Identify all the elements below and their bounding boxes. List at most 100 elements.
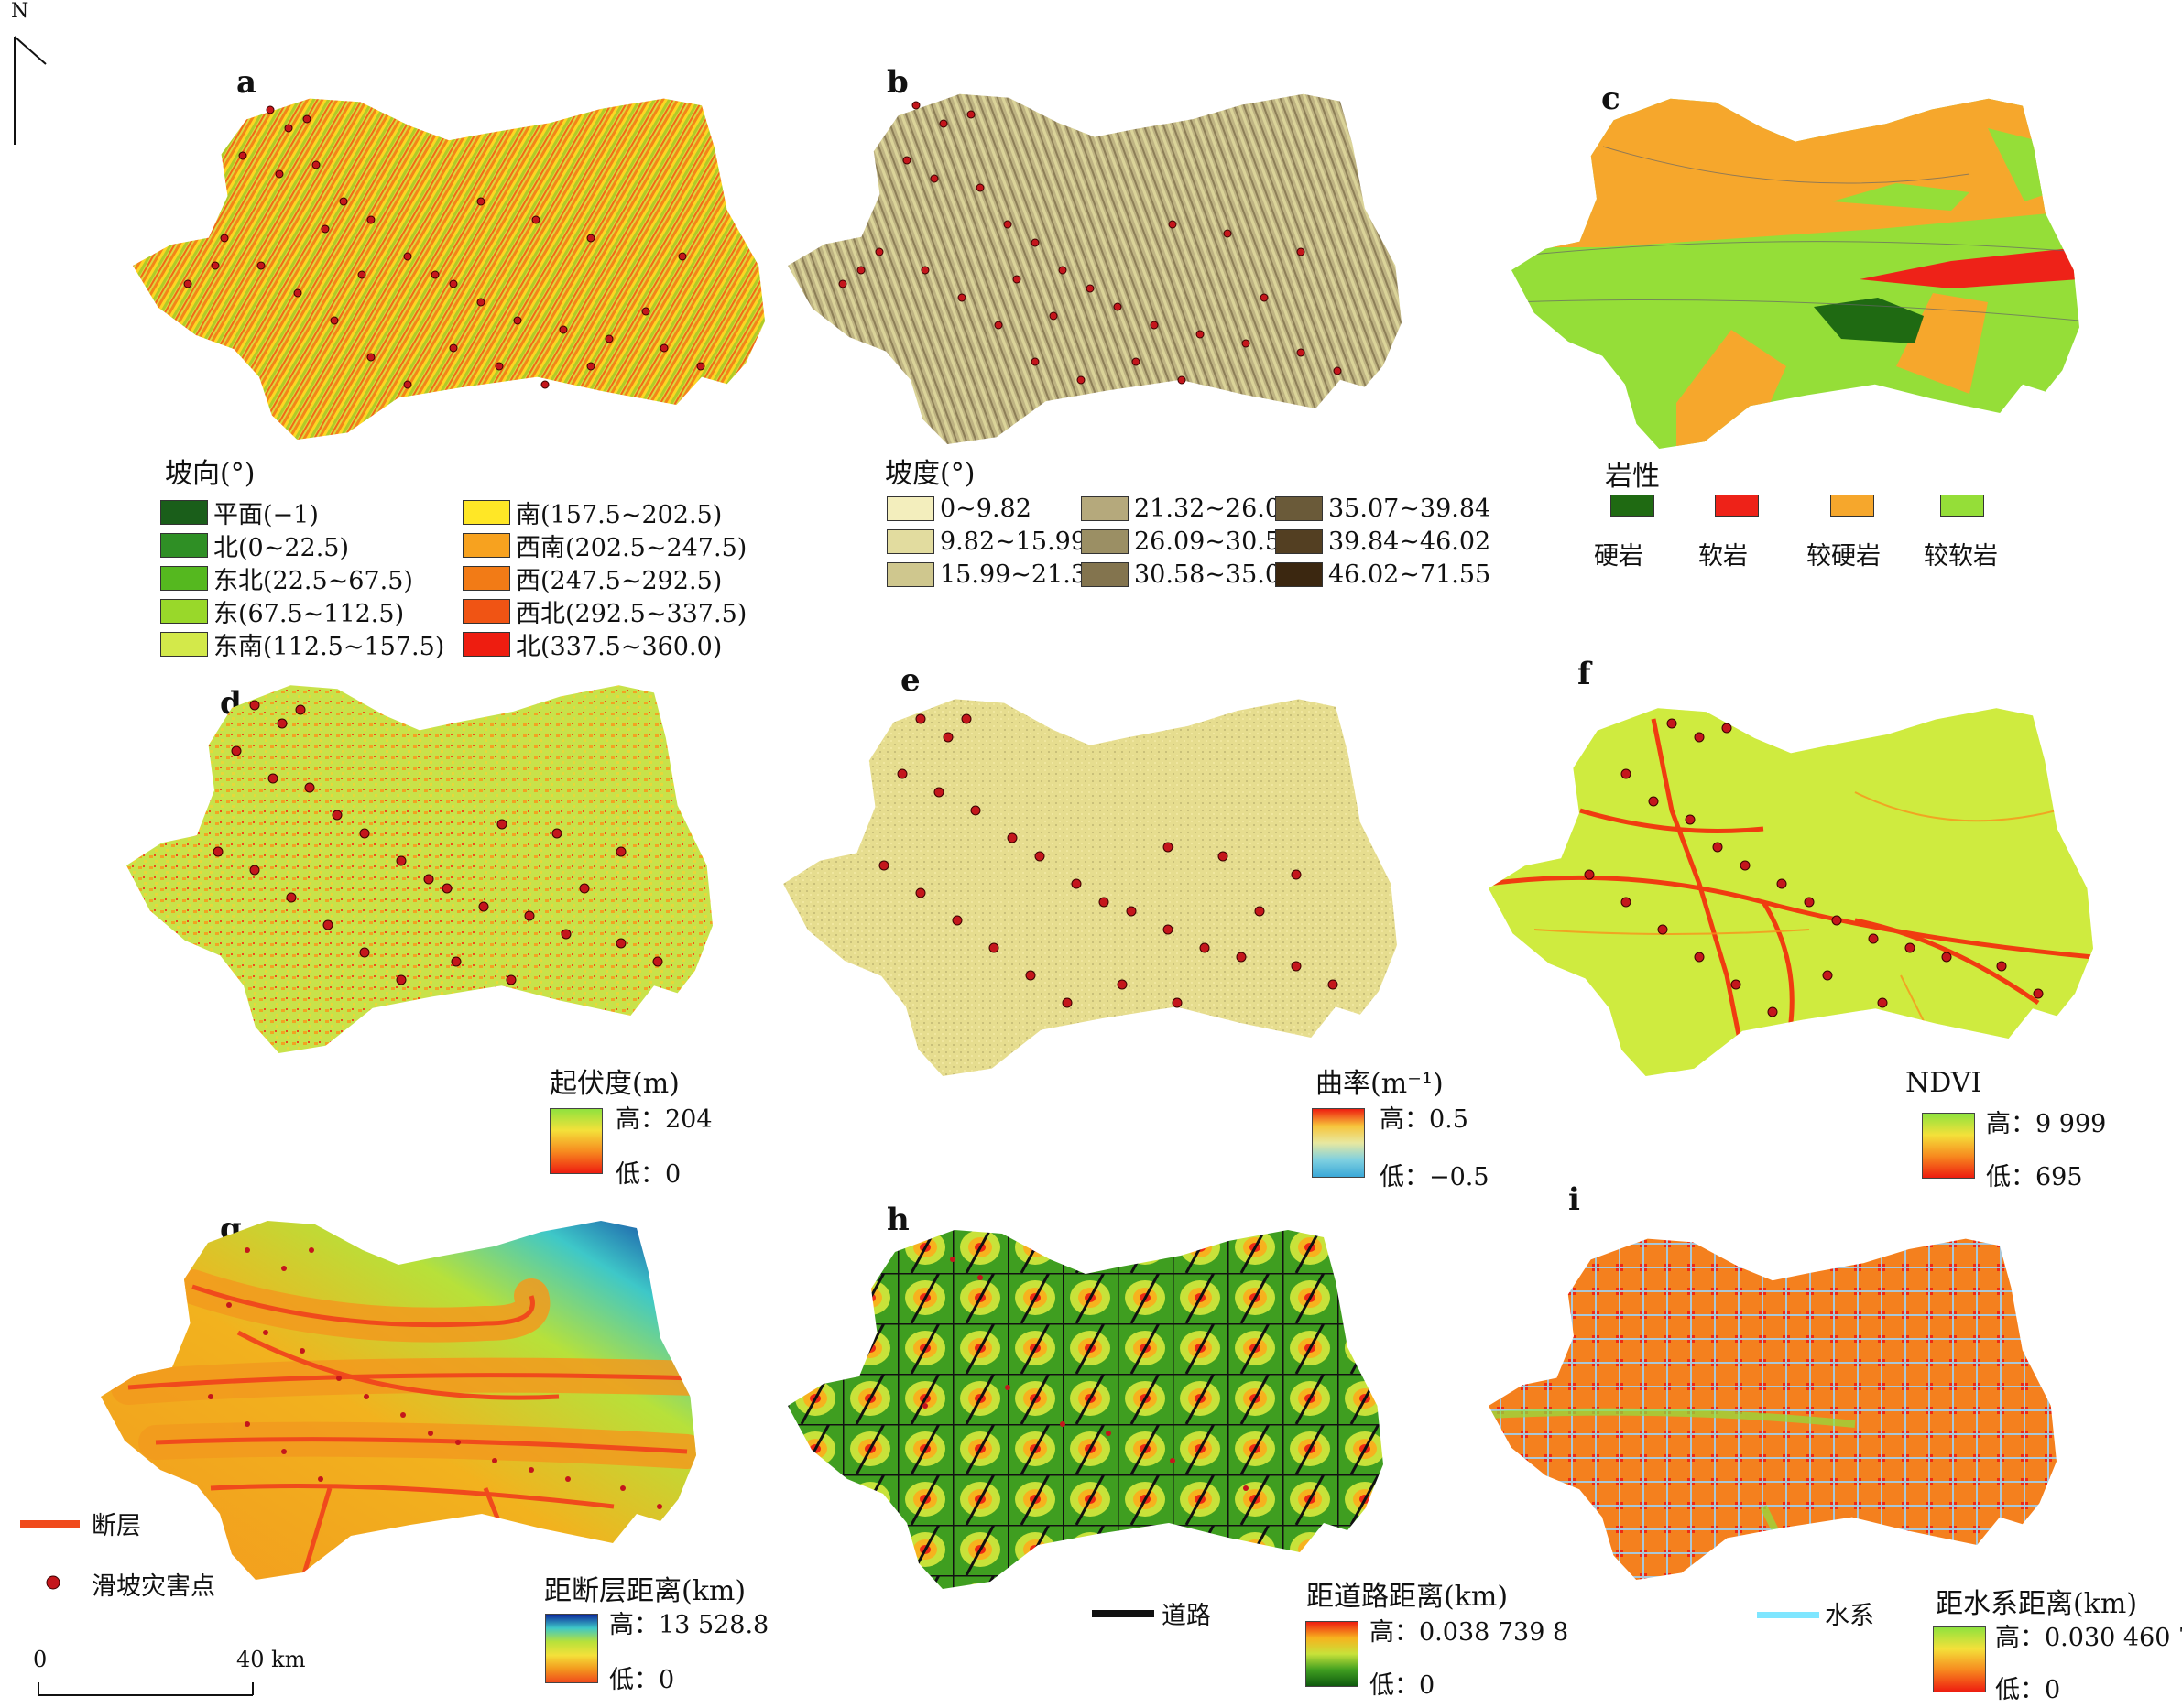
panel-e-map	[783, 699, 1397, 1076]
landslide-points-d	[213, 700, 663, 985]
legend-b-item-3: 21.32~26.09	[1081, 495, 1296, 523]
legend-a-item-4: 东南(112.5~157.5)	[160, 626, 444, 662]
legend-a-swatch-4	[160, 632, 208, 657]
fault-distance-low-label: 低：0	[609, 1666, 675, 1694]
legend-b-label-4: 26.09~30.58	[1134, 528, 1297, 556]
legend-a-swatch-7	[463, 566, 510, 591]
lithology-soft-rock	[1860, 247, 2079, 288]
landslide-legend-icon	[46, 1575, 60, 1590]
legend-a-item-6: 西南(202.5~247.5)	[463, 528, 747, 563]
legend-b-label-5: 30.58~35.07	[1134, 560, 1297, 589]
ndvi-color-ramp	[1922, 1113, 1975, 1179]
panel-c-letter: c	[1601, 81, 1620, 117]
panel-d-map	[126, 685, 713, 1053]
legend-c-label-2: 较硬岩	[1806, 542, 1881, 571]
legend-a-label-4: 东南(112.5~157.5)	[213, 633, 445, 661]
river-distance-high-label: 高：0.030 460 7	[1995, 1624, 2182, 1652]
legend-b-item-4: 26.09~30.58	[1081, 528, 1296, 556]
panel-e-legend-title: 曲率(m⁻¹)	[1315, 1068, 1444, 1100]
landslide-points-h	[922, 1257, 1249, 1491]
legend-b-swatch-2	[887, 562, 934, 587]
panel-a-letter: a	[236, 64, 257, 101]
ndvi-low-label: 低：695	[1986, 1163, 2083, 1191]
panel-i-letter: i	[1568, 1181, 1580, 1218]
panel-h-map	[788, 1230, 1383, 1589]
legend-a-swatch-0	[160, 500, 208, 525]
road-distance-high-label: 高：0.038 739 8	[1369, 1618, 1569, 1647]
legend-a-item-1: 北(0~22.5)	[160, 528, 349, 563]
panel-i-map	[1489, 1238, 2057, 1580]
legend-a-item-0: 平面(−1)	[160, 495, 319, 530]
panel-h-legend-title: 距道路距离(km)	[1306, 1581, 1509, 1613]
panel-c-legend-title: 岩性	[1605, 461, 1660, 493]
river-distance-low-label: 低：0	[1995, 1676, 2061, 1704]
legend-a-item-9: 北(337.5~360.0)	[463, 626, 722, 662]
landslide-points-e	[878, 713, 1338, 1008]
legend-a-item-5: 南(157.5~202.5)	[463, 495, 722, 530]
panel-c-map	[1511, 98, 2079, 449]
relief-high-label: 高：204	[616, 1105, 713, 1134]
panel-i-legend-title: 距水系距离(km)	[1936, 1588, 2138, 1620]
legend-b-label-1: 9.82~15.99	[940, 528, 1087, 556]
legend-b-swatch-7	[1275, 529, 1323, 554]
river-legend-line	[1757, 1612, 1819, 1618]
legend-c-swatch-1	[1715, 495, 1759, 517]
curvature-raster	[783, 699, 1397, 1076]
north-arrow-icon	[14, 36, 47, 145]
north-label: N	[11, 0, 29, 23]
scale-bar	[38, 1682, 254, 1696]
legend-b-item-6: 35.07~39.84	[1275, 495, 1490, 523]
lithology-hard-rock	[1814, 298, 1924, 343]
legend-b-item-1: 9.82~15.99	[887, 528, 1086, 556]
curvature-high-label: 高：0.5	[1380, 1105, 1468, 1134]
legend-b-swatch-0	[887, 496, 934, 521]
landslide-points-b	[838, 101, 1342, 385]
panel-f-legend-title: NDVI	[1905, 1067, 1982, 1099]
road-legend-label: 道路	[1162, 1602, 1211, 1630]
road-distance-color-ramp	[1305, 1621, 1358, 1687]
fault-distance-color-ramp	[545, 1614, 598, 1683]
legend-b-swatch-8	[1275, 562, 1323, 587]
relief-low-label: 低：0	[616, 1160, 682, 1189]
legend-b-label-6: 35.07~39.84	[1328, 495, 1491, 523]
panel-g-legend-title: 距断层距离(km)	[544, 1575, 747, 1607]
legend-a-label-7: 西(247.5~292.5)	[516, 567, 723, 595]
panel-a-map	[133, 98, 765, 440]
panel-d-legend-title: 起伏度(m)	[550, 1068, 680, 1100]
legend-b-item-2: 15.99~21.32	[887, 560, 1102, 589]
legend-a-swatch-2	[160, 566, 208, 591]
legend-c-label-0: 硬岩	[1594, 542, 1643, 571]
legend-a-swatch-9	[463, 632, 510, 657]
legend-b-label-2: 15.99~21.32	[940, 560, 1103, 589]
panel-b-legend-title: 坡度(°)	[885, 458, 976, 490]
panel-f-map	[1489, 708, 2093, 1076]
fault-distance-high-label: 高：13 528.8	[609, 1611, 769, 1639]
landslide-points-a	[183, 105, 705, 389]
legend-a-swatch-1	[160, 533, 208, 558]
legend-a-label-8: 西北(292.5~337.5)	[516, 600, 747, 628]
panel-f-letter: f	[1577, 656, 1591, 692]
panel-b-map	[788, 93, 1402, 444]
relief-color-ramp	[550, 1108, 603, 1174]
legend-a-label-3: 东(67.5~112.5)	[213, 600, 405, 628]
legend-a-label-0: 平面(−1)	[213, 501, 319, 529]
scale-end-label: 40 km	[236, 1647, 306, 1672]
legend-b-label-0: 0~9.82	[940, 495, 1031, 523]
legend-b-label-3: 21.32~26.09	[1134, 495, 1297, 523]
curvature-color-ramp	[1312, 1108, 1365, 1178]
legend-a-label-6: 西南(202.5~247.5)	[516, 534, 747, 562]
ndvi-high-label: 高：9 999	[1986, 1110, 2107, 1138]
legend-a-label-5: 南(157.5~202.5)	[516, 501, 723, 529]
legend-a-swatch-6	[463, 533, 510, 558]
river-legend-label: 水系	[1825, 1602, 1874, 1630]
landslide-points-g	[208, 1247, 662, 1509]
river-distance-color-ramp	[1933, 1626, 1986, 1692]
legend-b-item-8: 46.02~71.55	[1275, 560, 1490, 589]
legend-a-swatch-3	[160, 599, 208, 624]
panel-b-letter: b	[887, 64, 909, 101]
north-arrow: N	[11, 0, 57, 147]
legend-b-swatch-5	[1081, 562, 1129, 587]
scale-start-label: 0	[33, 1647, 48, 1672]
legend-a-item-2: 东北(22.5~67.5)	[160, 560, 413, 596]
legend-b-item-0: 0~9.82	[887, 495, 1031, 523]
